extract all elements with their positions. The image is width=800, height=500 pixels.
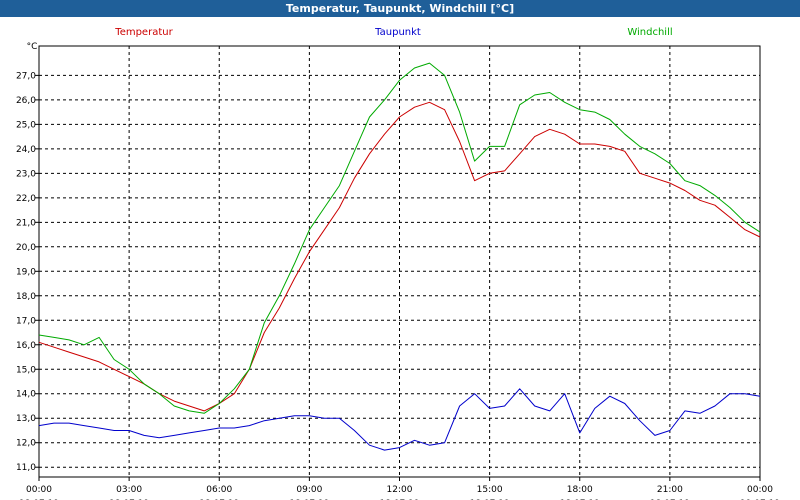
x-tick-time-label: 21:00: [657, 485, 683, 495]
y-tick-label: 23,0: [16, 169, 36, 179]
y-axis-unit-label: °C: [27, 42, 38, 52]
legend-temperatur: Temperatur: [114, 27, 173, 38]
line-chart: °C Temperatur Taupunkt Windchill 11,0 12,…: [16, 27, 780, 500]
y-tick-label: 25,0: [16, 120, 36, 130]
plot-area: [38, 45, 761, 478]
legend-windchill: Windchill: [627, 27, 672, 38]
y-tick-label: 17,0: [16, 316, 36, 326]
y-tick-label: 26,0: [16, 96, 36, 106]
y-tick-label: 18,0: [16, 292, 36, 302]
y-tick-label: 22,0: [16, 194, 36, 204]
y-tick-label: 24,0: [16, 145, 36, 155]
x-tick-time-label: 00:00: [747, 485, 773, 495]
x-tick-time-label: 12:00: [387, 485, 413, 495]
x-tick-time-label: 06:00: [206, 485, 232, 495]
x-tick-time-label: 00:00: [26, 485, 52, 495]
x-tick-time-label: 09:00: [296, 485, 322, 495]
window-title: Temperatur, Taupunkt, Windchill [°C]: [0, 0, 800, 17]
x-tick-time-label: 03:00: [116, 485, 142, 495]
y-tick-label: 13,0: [16, 414, 36, 424]
y-tick-label: 27,0: [16, 71, 36, 81]
y-tick-label: 15,0: [16, 365, 36, 375]
x-tick-time-label: 15:00: [477, 485, 503, 495]
y-tick-label: 14,0: [16, 390, 36, 400]
y-tick-label: 19,0: [16, 267, 36, 277]
y-tick-label: 11,0: [16, 463, 36, 473]
y-tick-label: 16,0: [16, 341, 36, 351]
legend-taupunkt: Taupunkt: [374, 27, 421, 38]
y-tick-label: 12,0: [16, 439, 36, 449]
y-tick-label: 21,0: [16, 218, 36, 228]
x-tick-time-label: 18:00: [567, 485, 593, 495]
series-line-windchill: [38, 62, 761, 414]
y-tick-label: 20,0: [16, 243, 36, 253]
series-line-taupunkt: [38, 388, 761, 451]
